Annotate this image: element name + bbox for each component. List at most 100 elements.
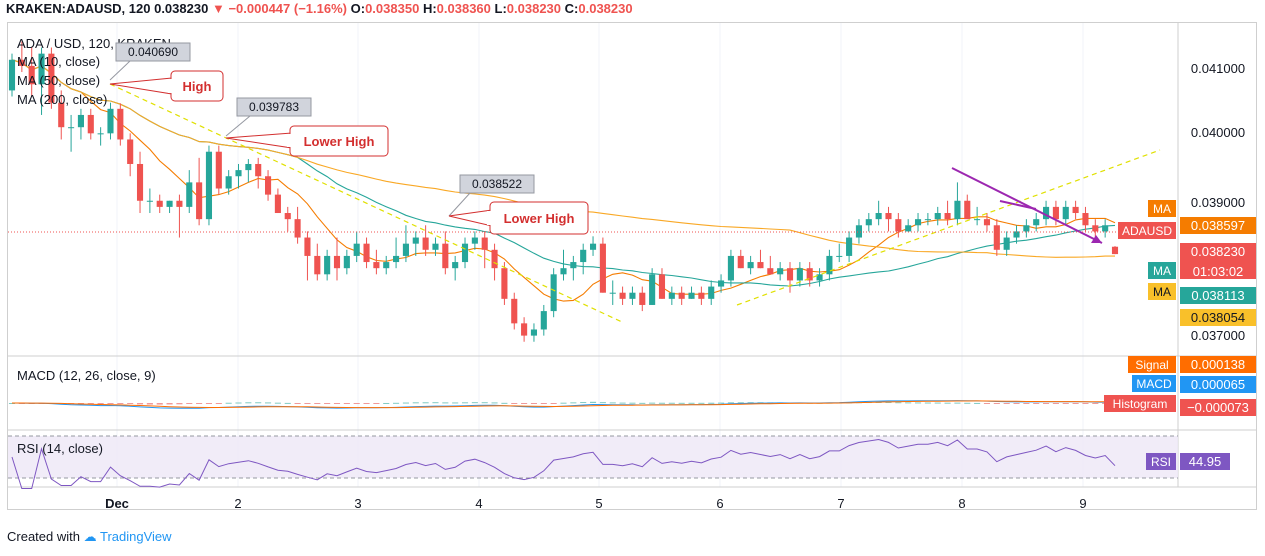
ma3-tag-value: 0.038054 [1191,310,1245,325]
histogram-bar [353,403,360,404]
time-tick: 8 [958,496,965,511]
candle-body [954,200,961,220]
macd-value: 0.000065 [1191,377,1245,392]
histogram-bar [127,403,134,405]
histogram-bar [954,402,961,404]
ma-tag-value-box [1180,217,1256,234]
candle-body [885,213,892,220]
candle-body [855,225,862,238]
signal-value-box [1180,356,1256,373]
candle-body [737,255,744,269]
histogram-bar [668,402,675,404]
histogram-bar [255,402,262,404]
tradingview-brand[interactable]: TradingView [100,529,172,544]
macd-pane [8,400,1119,409]
histogram-bar [265,402,272,404]
candle-body [1111,246,1119,255]
ma2-tag-label: MA [1153,264,1171,278]
lower-high-1-pointer [225,132,293,149]
descending-trendline [109,83,623,323]
candle-body [570,262,577,269]
price-callout-1-text: 0.040690 [128,45,178,59]
candle-body [48,53,55,103]
countdown: 01:03:02 [1193,264,1244,279]
time-tick: 4 [475,496,482,511]
candle-body [924,219,931,221]
histogram-bar [993,403,1000,404]
price-callout-1 [115,42,191,62]
candle-body [28,65,35,85]
candle-body [846,237,853,256]
candles [8,41,1119,342]
time-tick-dec: Dec [105,496,129,511]
signal-line [12,400,1116,409]
histogram-bar [402,402,409,404]
lower-high-1-text: Lower High [304,134,375,149]
candle-body [186,182,193,207]
symbol-tag-left [1118,222,1176,239]
price-callout-3 [459,174,535,194]
histogram-bar [1013,403,1020,404]
histogram-bar [540,403,547,404]
candle-body [668,292,675,299]
histogram-bar [235,402,242,404]
histogram-bar [914,402,922,404]
candle-body [304,237,311,256]
symbol-tag-value: 0.038230 [1191,244,1245,259]
candle-body [235,170,242,177]
time-tick: 9 [1079,496,1086,511]
candle-body [58,102,65,128]
histogram-bar [698,402,705,404]
histogram-bar [658,402,666,404]
candle-body [806,268,813,281]
histogram-bar [146,403,153,405]
histogram-bar [284,402,291,404]
candle-body [609,292,616,294]
histogram-bar [974,402,981,404]
candle-body [176,200,183,207]
candle-body [747,262,754,269]
price-callout-1-pointer [109,60,131,81]
candle-body [343,255,350,269]
candle-body [530,329,538,336]
rsi-value-box [1180,453,1230,470]
histogram-bar [304,403,311,404]
histogram-bar [186,403,193,404]
candle-body [678,292,685,299]
histogram-bar [924,402,931,404]
histogram-bar [294,403,301,404]
histogram-bar [314,403,321,404]
symbol-tag-label: ADAUSD [1122,224,1172,238]
candle-body [629,292,636,299]
low-label: L: [494,1,507,16]
histogram-bar [589,401,597,403]
price-tick: 0.041000 [1191,61,1245,76]
rsi-pane [11,438,1116,489]
histogram-bar [383,402,390,404]
histogram-bar [649,402,656,404]
price-callout-2-pointer [225,115,251,137]
histogram-bar [718,402,725,404]
histogram-bar [905,402,912,404]
candle-body [993,225,1000,250]
open-label: O: [350,1,366,16]
histogram-bar [205,403,213,404]
macd-value-box [1180,376,1256,393]
candle-body [580,249,587,263]
candle-body [146,200,153,202]
histogram-value-box [1180,399,1256,416]
price-callout-3-pointer [448,192,471,217]
histogram-tag-label: Histogram [1113,397,1168,411]
down-arrow-icon: ▼ [211,1,225,16]
candle-body [1082,213,1089,226]
legend-ma10: MA (10, close) [17,54,100,69]
candle-body [481,237,488,250]
candle-body [688,292,695,299]
histogram-bar [944,402,951,404]
candle-body [1003,237,1010,250]
ma-tag-left [1148,200,1176,217]
ma-tag-label: MA [1153,202,1171,216]
candle-body [708,286,715,299]
histogram-bar [727,402,734,404]
